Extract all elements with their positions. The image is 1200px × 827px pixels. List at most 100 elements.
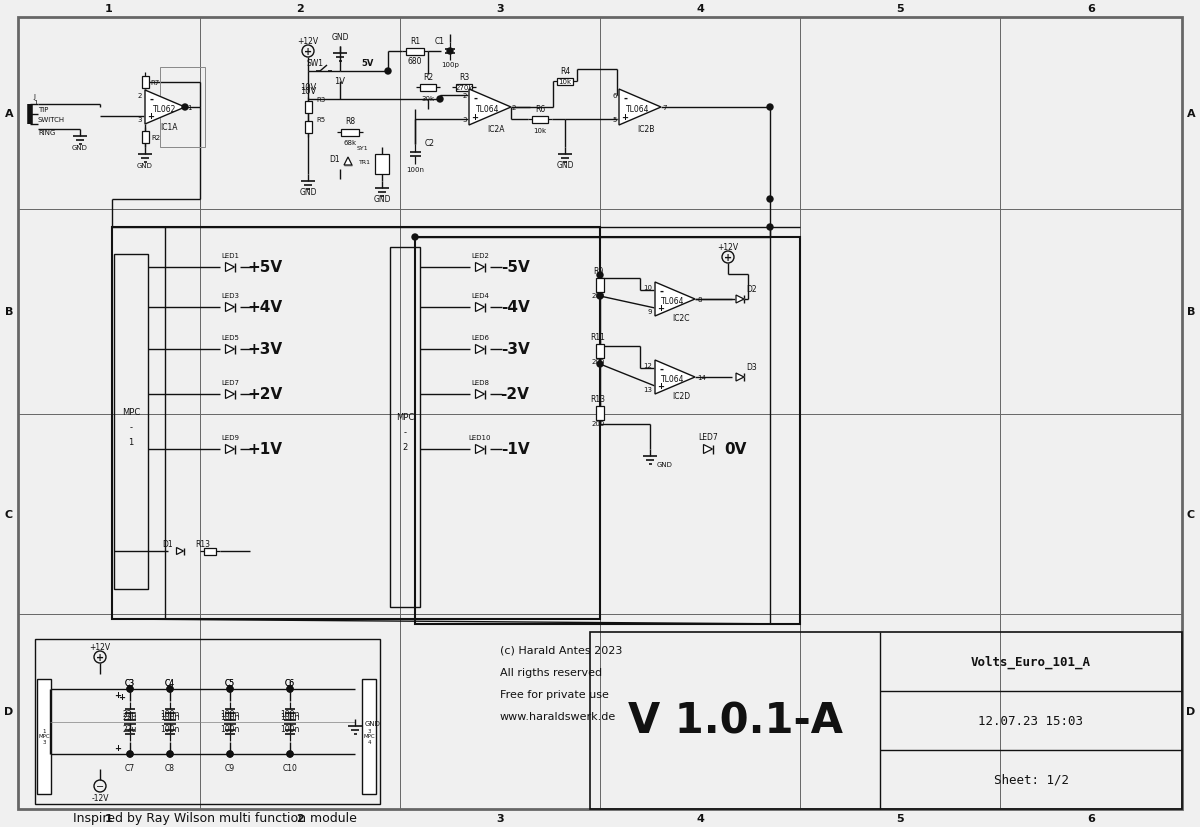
Text: LED4: LED4 [472, 293, 488, 299]
Text: C1: C1 [436, 37, 445, 46]
Text: IC2B: IC2B [637, 124, 655, 133]
Text: R1: R1 [410, 37, 420, 46]
Bar [362, 679, 376, 794]
Text: 3: 3 [138, 117, 142, 123]
Text: LED6: LED6 [470, 335, 490, 341]
Text: 1: 1 [106, 4, 113, 14]
Circle shape [287, 751, 293, 757]
Text: D3: D3 [746, 363, 757, 372]
Circle shape [227, 686, 233, 692]
Bar [557, 79, 574, 85]
Bar [374, 155, 389, 174]
Text: -4V: -4V [500, 300, 529, 315]
Text: 3
MPC
4: 3 MPC 4 [364, 728, 374, 744]
Text: SWITCH: SWITCH [38, 117, 65, 123]
Text: LED10: LED10 [469, 434, 491, 441]
Circle shape [412, 235, 418, 241]
Polygon shape [226, 390, 234, 399]
Text: 3: 3 [462, 117, 467, 123]
Text: -: - [659, 364, 662, 374]
Circle shape [227, 751, 233, 757]
Text: +: + [658, 304, 665, 313]
Text: 270k: 270k [455, 85, 473, 91]
Text: 100n: 100n [161, 710, 180, 719]
Text: B: B [5, 307, 13, 317]
Text: 100n: 100n [281, 713, 300, 722]
Text: MPC: MPC [396, 413, 414, 422]
Text: C4: C4 [164, 679, 175, 688]
Polygon shape [226, 263, 234, 272]
Text: D: D [1187, 706, 1195, 717]
Circle shape [227, 686, 233, 692]
Circle shape [127, 686, 133, 692]
Text: 12.07.23 15:03: 12.07.23 15:03 [978, 715, 1084, 727]
Bar [35, 639, 380, 804]
Text: D2: D2 [746, 285, 757, 294]
Bar [305, 102, 312, 114]
Text: RING: RING [38, 130, 55, 136]
Text: +5V: +5V [247, 261, 282, 275]
Text: GND: GND [72, 145, 88, 151]
Circle shape [598, 294, 604, 299]
Polygon shape [226, 304, 234, 312]
Text: 2: 2 [512, 105, 516, 111]
Text: -1V: -1V [500, 442, 529, 457]
Text: +: + [724, 253, 732, 263]
Text: A: A [5, 109, 13, 119]
Bar [112, 227, 600, 619]
Text: 22u: 22u [122, 724, 137, 734]
Text: -: - [130, 423, 132, 432]
Text: R9: R9 [593, 267, 604, 276]
Circle shape [287, 751, 293, 757]
Text: Volts_Euro_101_A: Volts_Euro_101_A [971, 655, 1091, 668]
Circle shape [287, 686, 293, 692]
Circle shape [287, 686, 293, 692]
Text: 3: 3 [496, 4, 504, 14]
Text: Sheet: 1/2: Sheet: 1/2 [994, 773, 1068, 786]
Text: R2: R2 [422, 74, 433, 83]
Polygon shape [176, 547, 184, 555]
Polygon shape [475, 445, 485, 454]
Text: www.haraldswerk.de: www.haraldswerk.de [500, 711, 617, 721]
Text: A: A [1187, 109, 1195, 119]
Text: LED1: LED1 [221, 253, 239, 259]
Text: All rigths reserved: All rigths reserved [500, 667, 602, 677]
Text: 30k: 30k [421, 96, 434, 102]
Text: LED9: LED9 [221, 434, 239, 441]
Text: D1: D1 [330, 155, 341, 165]
Text: +: + [472, 112, 479, 122]
Text: R8: R8 [344, 117, 355, 127]
Text: 2: 2 [138, 93, 142, 99]
Text: LED8: LED8 [470, 380, 490, 385]
Bar [37, 679, 50, 794]
Circle shape [598, 273, 604, 279]
Bar [341, 129, 359, 136]
Bar [142, 77, 149, 88]
Text: LED3: LED3 [221, 293, 239, 299]
Circle shape [446, 49, 454, 55]
Text: Free for private use: Free for private use [500, 689, 608, 699]
Bar [204, 547, 216, 555]
Polygon shape [475, 304, 485, 312]
Bar [160, 68, 205, 148]
Text: 10V: 10V [300, 84, 316, 93]
Circle shape [767, 197, 773, 203]
Text: B: B [1187, 307, 1195, 317]
Circle shape [767, 105, 773, 111]
Polygon shape [145, 91, 185, 125]
Text: R6: R6 [535, 105, 545, 114]
Text: +: + [148, 112, 155, 121]
Text: 100p: 100p [442, 62, 458, 68]
Text: 1V: 1V [335, 78, 346, 86]
Text: LED2: LED2 [472, 253, 488, 259]
Text: 10: 10 [643, 284, 652, 290]
Text: D1: D1 [163, 540, 173, 549]
Text: -12V: -12V [91, 794, 109, 802]
Text: 9: 9 [648, 308, 652, 314]
Circle shape [598, 361, 604, 367]
Circle shape [167, 751, 173, 757]
Text: GND: GND [557, 160, 574, 170]
Text: 6: 6 [1087, 813, 1094, 823]
Text: 22u: 22u [122, 710, 137, 719]
Text: −: − [96, 781, 104, 791]
